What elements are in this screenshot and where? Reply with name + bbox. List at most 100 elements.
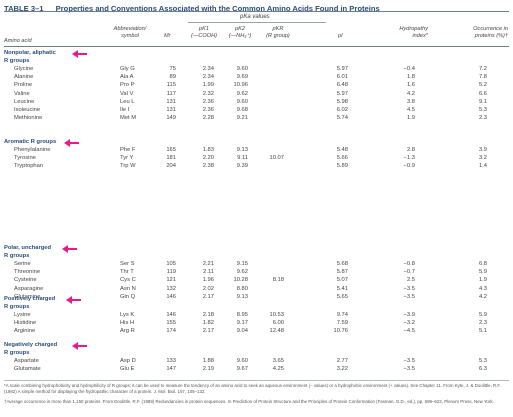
occurrence-value: 1.9 (478, 277, 487, 284)
arrow-shaft (77, 52, 87, 55)
table-row: Glutamine Gln Q 146 2.17 9.13 5.65 −3.5 4.2 (0, 294, 513, 301)
pi-value: 7.59 (336, 320, 348, 327)
header-abbreviation-line1: Abbreviation/ (113, 26, 147, 32)
pk2-value: 8.95 (236, 312, 248, 318)
molecular-weight: 133 (166, 358, 176, 364)
pk2-value: 9.60 (236, 98, 248, 105)
molecular-weight: 204 (166, 163, 176, 170)
header-hydropathy-line1: Hydropathy (399, 26, 428, 32)
pk2-value: 10.96 (233, 82, 248, 89)
hydropathy-value: −3.9 (403, 312, 415, 318)
abbreviation: Arg R (120, 328, 135, 335)
table-row: Glutamate Glu E 147 2.19 9.67 4.25 3.22 −3.5 6.3 (0, 366, 513, 373)
arrow-shaft (69, 141, 79, 144)
header-pk2: pK2 (—NH₃⁺) (222, 26, 258, 40)
header-pi: pI (338, 33, 343, 39)
pk1-value: 2.34 (202, 74, 214, 81)
abbreviation: Ala A (120, 74, 134, 81)
amino-acid-name: Asparagine (14, 285, 44, 292)
molecular-weight: 181 (166, 155, 176, 162)
abbreviation: Ser S (120, 261, 135, 267)
pkr-value: 3.65 (272, 358, 284, 364)
header-abbreviation: Abbreviation/ symbol (100, 26, 160, 40)
abbreviation: Val V (120, 90, 134, 97)
header-amino-acid: Amino acid (4, 38, 32, 44)
pk1-value: 2.34 (202, 66, 214, 72)
arrow-head (62, 244, 68, 253)
header-pk1-sub: (—COOH) (190, 33, 218, 39)
amino-acid-name: Glutamine (14, 293, 41, 300)
pk1-value: 2.02 (202, 285, 214, 292)
header-occurrence: Occurrence in proteins (%)† (450, 26, 508, 40)
amino-acid-name: Phenylalanine (14, 147, 51, 153)
table-row: Leucine Leu L 131 2.36 9.60 5.98 3.8 9.1 (0, 99, 513, 106)
molecular-weight: 165 (166, 147, 176, 153)
occurrence-value: 4.3 (478, 285, 487, 292)
section-title: Aromatic R groups (4, 139, 57, 145)
annotation-arrow-icon (62, 244, 77, 253)
table-row: Isoleucine Ile I 131 2.36 9.68 6.02 4.5 5.3 (0, 107, 513, 114)
amino-acid-name: Arginine (14, 328, 36, 335)
amino-acid-name: Threonine (14, 269, 41, 276)
pi-value: 5.97 (336, 90, 348, 97)
hydropathy-value: −3.2 (403, 320, 415, 327)
pi-value: 5.66 (336, 155, 348, 162)
pi-value: 5.87 (336, 269, 348, 276)
pi-value: 5.74 (336, 115, 348, 122)
table-row: Tryptophan Trp W 204 2.38 9.39 5.89 −0.9 1.4 (0, 163, 513, 170)
pk1-value: 2.36 (202, 98, 214, 105)
annotation-arrow-icon (72, 49, 87, 58)
pkr-value: 6.00 (272, 320, 284, 327)
section-subtitle: R groups (4, 304, 30, 310)
hydropathy-value: −4.5 (403, 328, 415, 335)
abbreviation: His H (120, 320, 135, 327)
table-row: Lysine Lys K 146 2.18 8.95 10.53 9.74 −3.9 5.9 (0, 312, 513, 319)
top-rule (4, 11, 509, 12)
molecular-weight: 115 (166, 82, 176, 89)
hydropathy-value: −1.3 (403, 155, 415, 162)
pk2-value: 9.62 (236, 90, 248, 97)
amino-acid-name: Histidine (14, 320, 37, 327)
hydropathy-value: 4.2 (406, 90, 415, 97)
amino-acid-name: Alanine (14, 74, 34, 81)
abbreviation: Tyr Y (120, 155, 134, 162)
hydropathy-value: −0.8 (403, 261, 415, 267)
hydropathy-value: 1.9 (406, 115, 415, 122)
pk1-value: 2.17 (202, 328, 214, 335)
header-rule (4, 46, 509, 47)
header-abbreviation-line2: symbol (121, 33, 139, 39)
abbreviation: Gly G (120, 66, 135, 72)
header-pkr-label: pKR (272, 26, 284, 32)
annotation-arrow-icon (66, 295, 81, 304)
pk1-value: 2.11 (203, 269, 214, 276)
molecular-weight: 155 (166, 320, 176, 327)
table-row: Cysteine Cys C 121 1.96 10.28 8.18 5.07 2.5 1.9 (0, 277, 513, 284)
molecular-weight: 132 (166, 285, 176, 292)
header-pkr: pKR (R group) (258, 26, 298, 40)
amino-acid-name: Glycine (14, 66, 34, 72)
molecular-weight: 121 (166, 277, 176, 284)
pk1-value: 2.36 (202, 107, 214, 113)
hydropathy-value: −3.5 (403, 293, 415, 300)
molecular-weight: 117 (166, 90, 176, 97)
hydropathy-value: −3.5 (403, 285, 415, 292)
table-row: Tyrosine Tyr Y 181 2.20 9.11 10.07 5.66 −1.3 3.2 (0, 155, 513, 162)
pk1-value: 2.17 (202, 293, 214, 300)
table-row: Methionine Met M 149 2.28 9.21 5.74 1.9 2.3 (0, 115, 513, 122)
header-hydropathy-line2: index* (412, 33, 428, 39)
bottom-rule (4, 380, 509, 381)
abbreviation: Ile I (120, 107, 130, 113)
pk1-value: 1.88 (202, 358, 214, 364)
hydropathy-value: 4.5 (406, 107, 415, 113)
occurrence-value: 5.1 (478, 328, 487, 335)
pk2-value: 9.13 (236, 147, 248, 153)
table-caption: Properties and Conventions Associated wi… (55, 4, 380, 13)
pk1-value: 1.83 (202, 147, 214, 153)
pk2-value: 9.17 (236, 320, 248, 327)
section-title: Positively charged (4, 296, 56, 302)
amino-acid-name: Isoleucine (14, 107, 41, 113)
header-pkr-sub: (R group) (266, 33, 290, 39)
pk1-value: 2.20 (202, 155, 214, 162)
table-number: TABLE 3–1 (4, 4, 44, 13)
pi-value: 5.41 (336, 285, 348, 292)
